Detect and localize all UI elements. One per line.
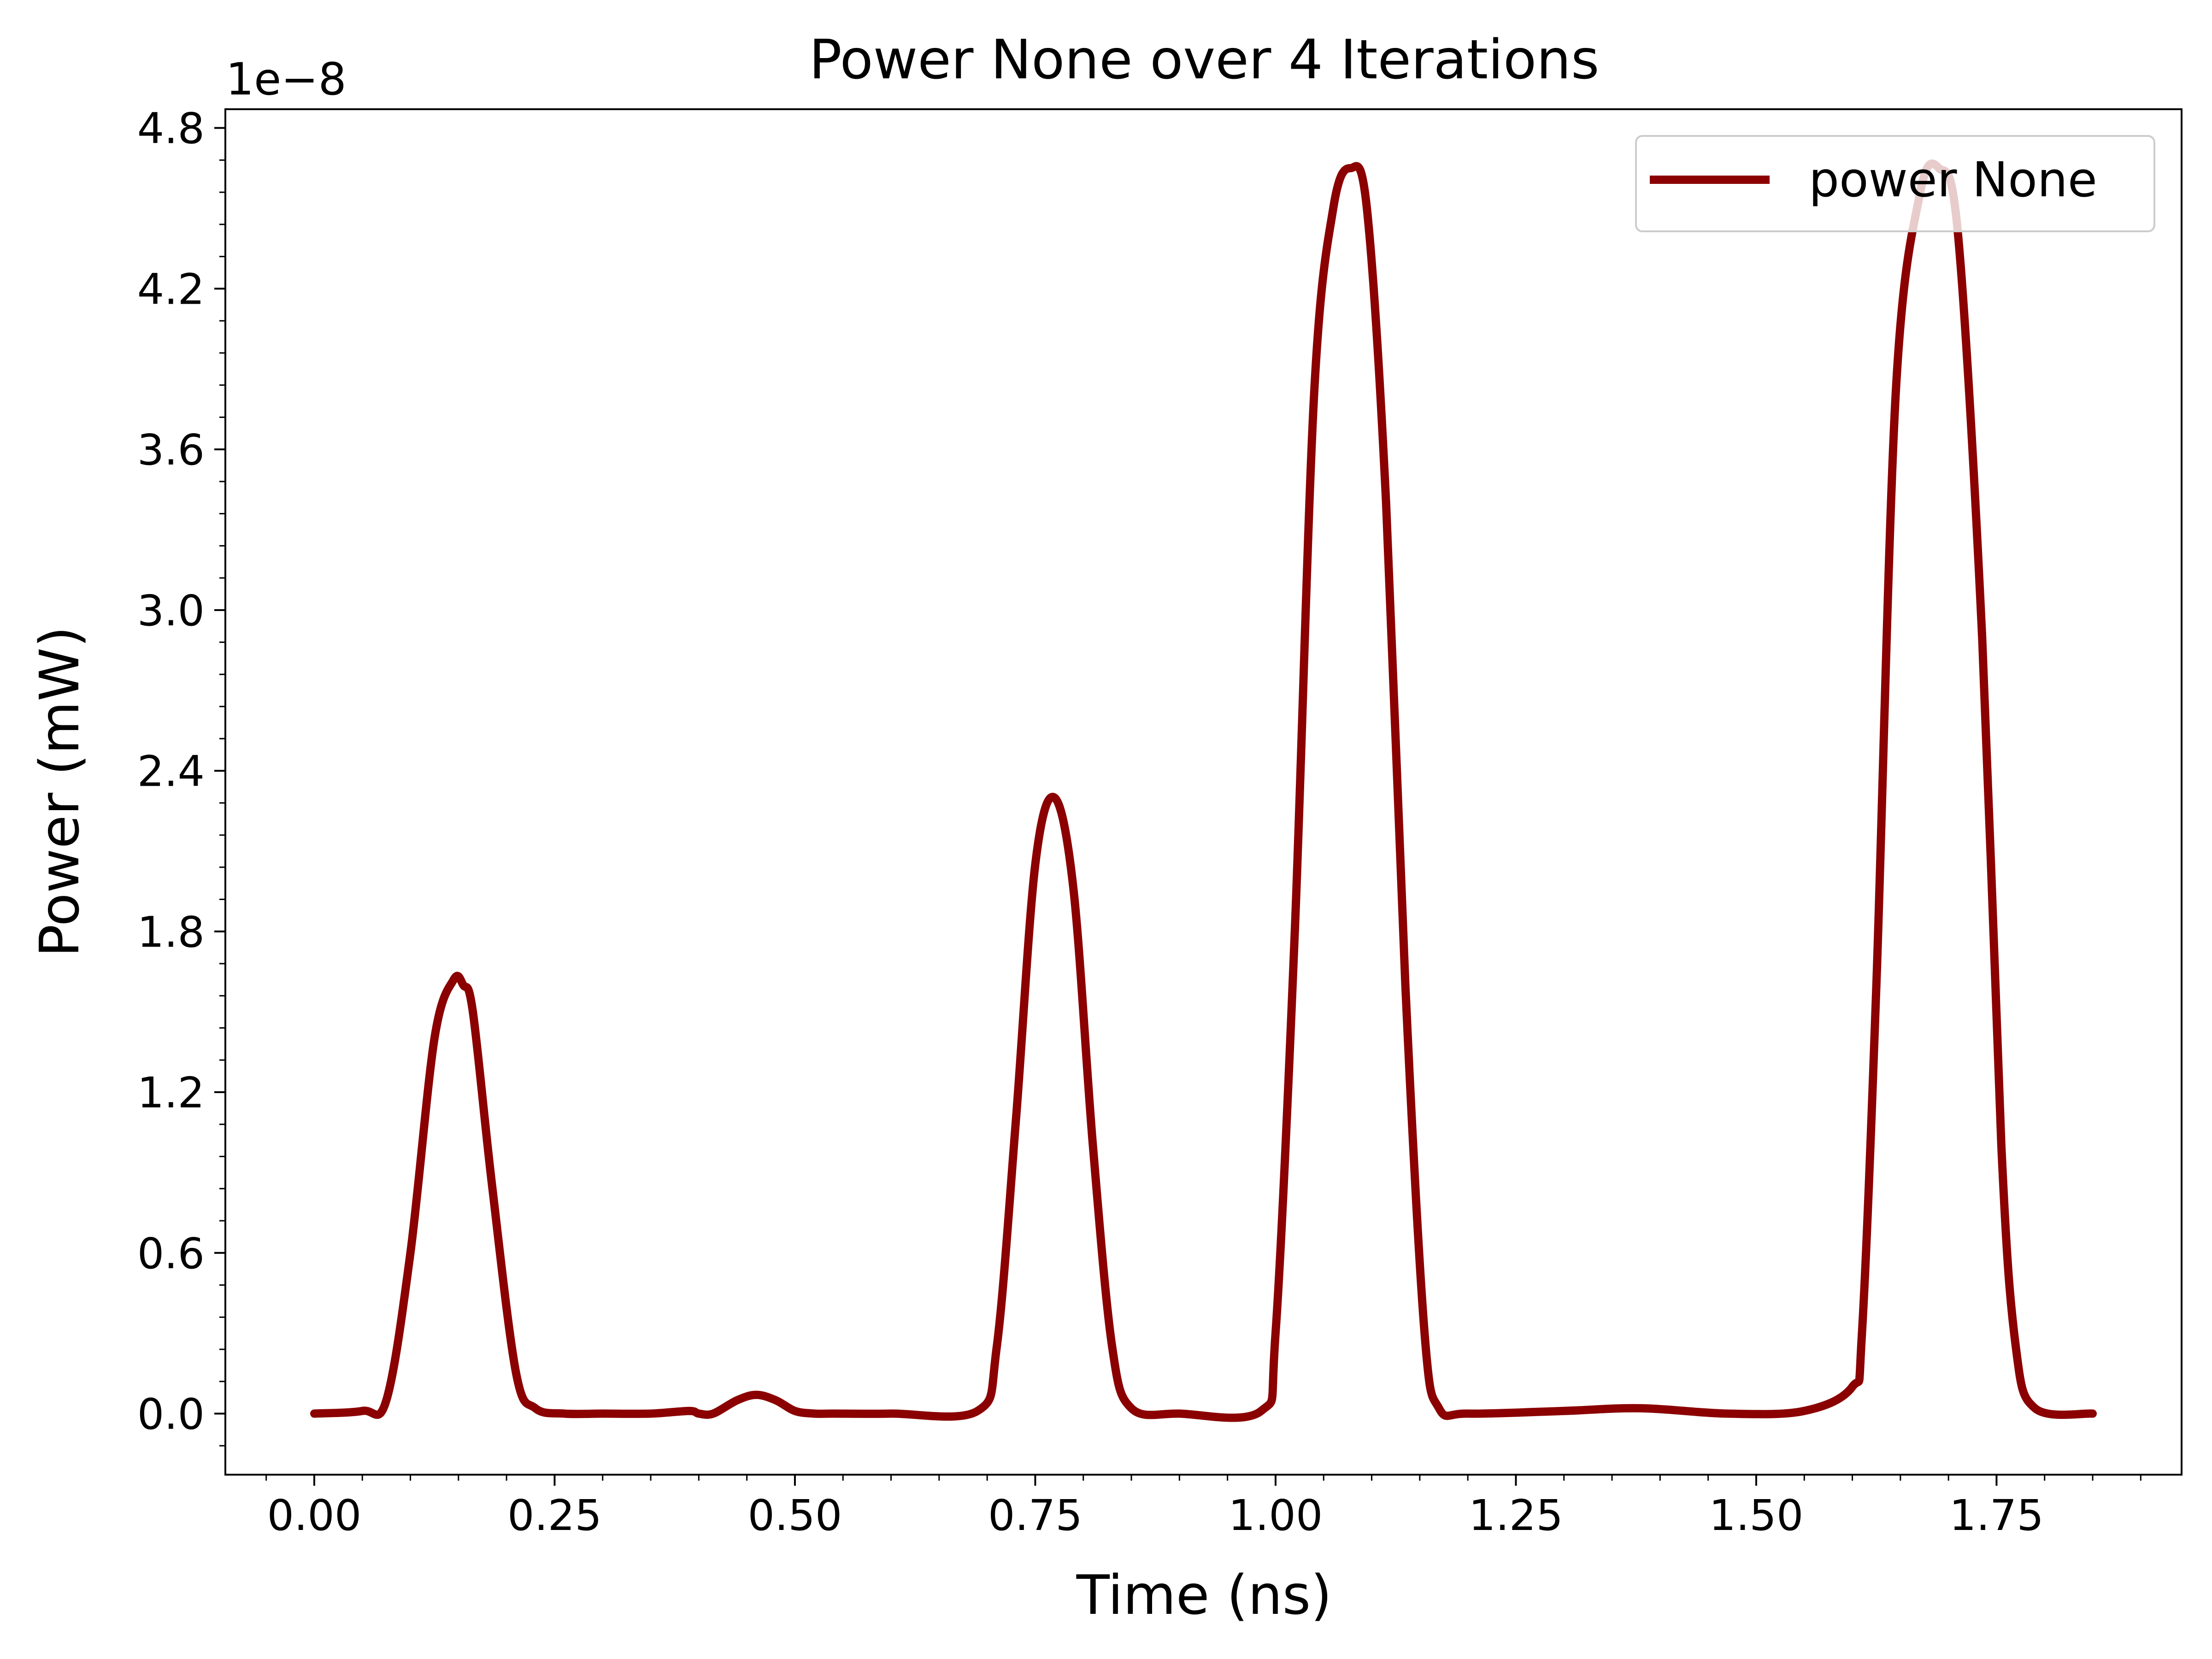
y-tick-label: 3.6 bbox=[137, 425, 205, 475]
y-tick-label: 1.2 bbox=[137, 1068, 205, 1118]
data-point bbox=[314, 1413, 315, 1414]
x-tick-label: 1.75 bbox=[1949, 1491, 2044, 1540]
data-point bbox=[602, 1413, 603, 1414]
data-point bbox=[1179, 1413, 1180, 1414]
data-point bbox=[756, 1394, 757, 1395]
chart-title: Power None over 4 Iterations bbox=[809, 28, 1600, 91]
y-axis-ticks: 0.0 0.6 1.2 1.8 2.4 3.0 3.6 4.2 4.8 bbox=[137, 104, 225, 1447]
data-point bbox=[1424, 1333, 1425, 1334]
legend-box bbox=[1635, 135, 2155, 232]
x-tick-label: 0.75 bbox=[988, 1491, 1082, 1540]
y-tick-label: 1.8 bbox=[137, 907, 205, 957]
legend: power None bbox=[1635, 135, 2155, 232]
data-point bbox=[1895, 395, 1896, 396]
y-tick-label: 0.0 bbox=[137, 1389, 205, 1439]
series-line-power-none bbox=[310, 159, 2097, 1422]
y-axis-offset-label: 1e−8 bbox=[226, 53, 347, 105]
y-tick-label: 2.4 bbox=[137, 747, 205, 796]
x-tick-label: 0.25 bbox=[507, 1491, 602, 1540]
y-tick-label: 0.6 bbox=[137, 1229, 205, 1278]
data-point bbox=[453, 979, 454, 980]
x-tick-label: 1.50 bbox=[1709, 1491, 1804, 1540]
x-tick-label: 0.50 bbox=[748, 1491, 842, 1540]
legend-label-power-none: power None bbox=[1809, 152, 2097, 208]
x-tick-label: 1.00 bbox=[1229, 1491, 1323, 1540]
x-axis-title: Time (ns) bbox=[1076, 1563, 1332, 1627]
plot-series bbox=[310, 159, 2097, 1422]
y-tick-label: 4.8 bbox=[137, 104, 205, 153]
x-axis-ticks: 0.00 0.25 0.50 0.75 1.00 1.25 1.50 1.75 bbox=[265, 1475, 2141, 1540]
y-tick-label: 3.0 bbox=[137, 586, 205, 635]
data-point bbox=[516, 1373, 517, 1374]
data-point bbox=[1275, 1333, 1276, 1334]
data-point bbox=[1073, 891, 1074, 892]
y-axis-title: Power (mW) bbox=[28, 626, 91, 957]
data-point bbox=[564, 1413, 565, 1414]
data-point bbox=[1333, 208, 1334, 209]
y-tick-label: 4.2 bbox=[137, 265, 205, 314]
data-point bbox=[434, 1038, 435, 1039]
data-point bbox=[1727, 1413, 1728, 1414]
plot-frame bbox=[224, 108, 2183, 1476]
x-tick-label: 1.25 bbox=[1469, 1491, 1563, 1540]
data-point bbox=[1294, 931, 1295, 932]
data-point bbox=[1054, 797, 1055, 798]
data-point bbox=[833, 1413, 834, 1414]
x-tick-label: 0.00 bbox=[267, 1491, 362, 1540]
